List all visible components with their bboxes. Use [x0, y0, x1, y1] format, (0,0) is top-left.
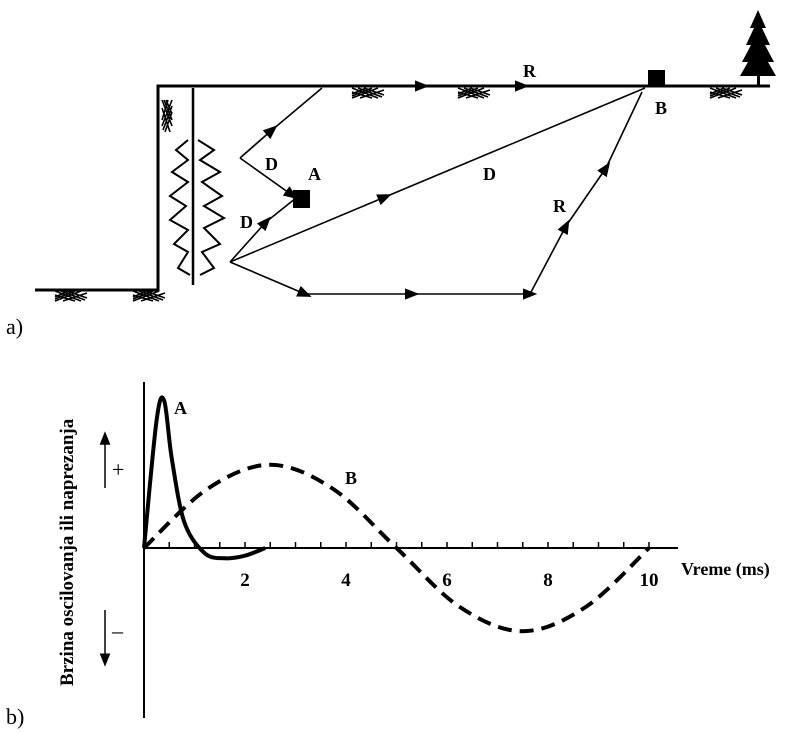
x-tick-label: 8 — [543, 570, 553, 591]
wave-label-r-deep: R — [553, 196, 567, 216]
blast-flash-icon — [168, 139, 227, 276]
part-a-label: a) — [6, 314, 23, 339]
x-tick-label: 4 — [341, 570, 351, 591]
chart: 2 4 6 8 10 A B Vreme (ms) Brzina oscilovanja… — [57, 382, 770, 718]
curve-b-label: B — [345, 468, 357, 488]
wave-label-d-long: D — [483, 164, 496, 184]
point-a-label: A — [308, 164, 321, 184]
curve-a-label: A — [174, 398, 187, 418]
point-b-label: B — [655, 98, 667, 118]
wave-paths — [229, 80, 646, 300]
curve-a — [142, 395, 266, 561]
wave-label-d-upper: D — [265, 154, 278, 174]
plus-sign: + — [112, 457, 124, 482]
tree-icon — [740, 10, 776, 86]
part-b-label: b) — [6, 704, 24, 729]
curve-b — [142, 462, 651, 634]
point-a-marker — [293, 190, 310, 208]
minus-sign: – — [111, 618, 124, 643]
x-minor-ticks — [168, 542, 650, 548]
x-tick-label: 6 — [442, 570, 452, 591]
point-b-marker — [648, 70, 665, 87]
x-tick-label: 10 — [640, 570, 659, 591]
y-axis-label: Brzina oscilovanja ili naprezanja — [57, 418, 78, 686]
x-tick-labels: 2 4 6 8 10 — [240, 570, 658, 591]
wave-label-d-lower: D — [240, 212, 253, 232]
wave-label-r-surface: R — [523, 61, 537, 81]
x-tick-label: 2 — [240, 570, 250, 591]
x-axis-label: Vreme (ms) — [681, 559, 770, 580]
